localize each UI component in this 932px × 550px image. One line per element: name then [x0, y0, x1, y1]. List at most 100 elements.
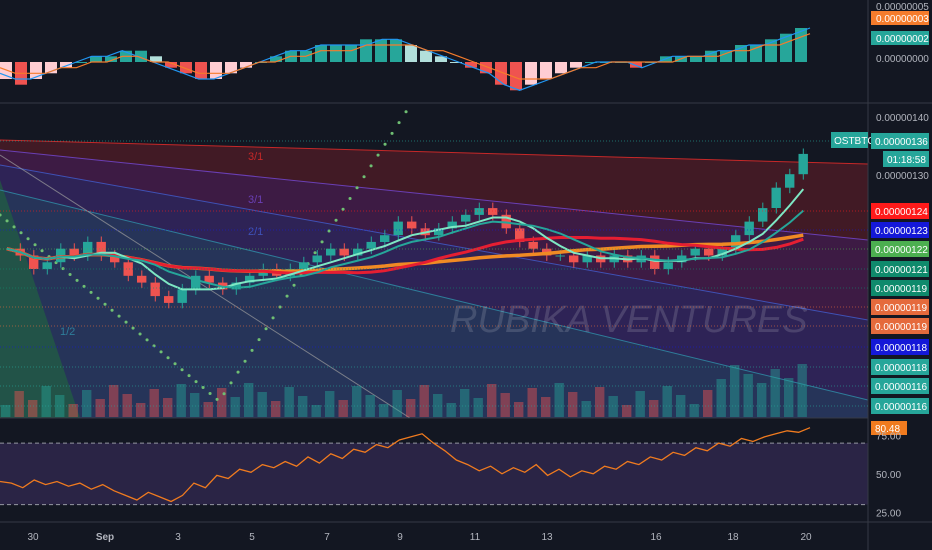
volume-bar: [1, 405, 11, 417]
volume-bar: [203, 402, 213, 417]
macd-histogram-bar: [60, 62, 72, 68]
countdown-tag: [883, 151, 929, 167]
candle-body: [312, 255, 322, 263]
price-tag-text: 0.00000118: [875, 363, 928, 374]
macd-histogram-bar: [510, 62, 522, 91]
volume-bar: [190, 393, 200, 417]
candle-body: [515, 228, 525, 242]
candle-body: [650, 255, 660, 269]
price-tag-text: 0.00000123: [875, 226, 928, 237]
volume-bar: [311, 405, 321, 417]
rsi-axis-label: 50.00: [876, 470, 901, 481]
macd-histogram-bar: [420, 50, 432, 62]
price-pane[interactable]: 3/1 3/1 2/1 1/2: [0, 110, 868, 418]
fib-fan-line: [0, 189, 868, 401]
volume-bar: [743, 374, 753, 417]
fib-fan-line: [0, 139, 868, 165]
candle-body: [353, 248, 363, 256]
candle-body: [110, 255, 120, 263]
macd-axis-label: 0.00000000: [876, 54, 929, 65]
macd-value-tag-text: 0.00000002: [876, 34, 929, 45]
volume-bar: [176, 384, 186, 417]
candle-body: [474, 208, 484, 215]
macd-histogram-bar: [690, 56, 702, 62]
macd-histogram-bar: [630, 62, 642, 68]
price-tag-text: 0.00000119: [875, 322, 928, 333]
rsi-axis-label: 25.00: [876, 508, 901, 519]
rsi-band: [0, 443, 868, 505]
candle-body: [29, 255, 39, 269]
price-axis[interactable]: 0.00000140 0.00000130 OSTBTC 01:18:58 0.0000…: [0, 113, 929, 414]
candle-body: [42, 262, 52, 270]
moving-average-fast-2: [6, 209, 804, 289]
macd-histogram-bar: [465, 62, 477, 68]
volume-bar: [325, 391, 335, 417]
rsi-line: [0, 427, 811, 503]
macd-histogram-bar: [180, 62, 192, 74]
macd-signal-line: [0, 33, 811, 80]
candle-body: [69, 248, 79, 256]
volume-bar: [649, 400, 659, 417]
fib-label-1-2: 1/2: [60, 326, 75, 338]
volume-bar: [244, 383, 254, 417]
price-axis-label: 0.00000130: [876, 171, 929, 182]
volume-bar: [689, 404, 699, 417]
volume-bar: [608, 396, 618, 417]
macd-histogram-bar: [45, 62, 57, 74]
volume-bar: [95, 399, 105, 417]
volume-bar: [230, 397, 240, 417]
candle-body: [461, 214, 471, 222]
price-tag: [871, 280, 929, 296]
time-axis-label: 5: [249, 532, 255, 543]
macd-histogram-bar: [360, 39, 372, 62]
volume-bar: [541, 397, 551, 417]
volume-bar: [797, 364, 807, 417]
price-tag-text: 0.00000122: [875, 245, 928, 256]
macd-histogram-bar: [240, 62, 252, 68]
macd-histogram-bar: [90, 56, 102, 62]
candle-body: [123, 262, 133, 276]
volume-bar: [257, 392, 267, 417]
volume-bar: [784, 378, 794, 417]
macd-axis-label: 0.00000005: [876, 2, 929, 13]
volume-bar: [379, 404, 389, 417]
macd-histogram-bar: [195, 62, 207, 79]
volume-bar: [635, 391, 645, 417]
macd-histogram-bar: [225, 62, 237, 74]
fib-fan-band-blue: [0, 165, 868, 418]
price-tag-text: 0.00000116: [875, 402, 928, 413]
volume-bar: [473, 398, 483, 417]
fib-label-3-1-b: 3/1: [248, 194, 263, 206]
macd-histogram-bar: [495, 62, 507, 85]
time-axis-label: 7: [324, 532, 330, 543]
time-axis-label: 16: [650, 532, 662, 543]
volume-bar: [41, 386, 51, 417]
fib-label-3-1: 3/1: [248, 151, 263, 163]
candle-body: [299, 262, 309, 270]
macd-histogram-bar: [330, 45, 342, 62]
time-axis-label: 3: [175, 532, 181, 543]
volume-bar: [338, 400, 348, 417]
symbol-tag-text: OSTBTC: [834, 136, 875, 147]
volume-bar: [82, 390, 92, 417]
countdown-text: 01:18:58: [887, 155, 926, 166]
volume-bar: [55, 395, 65, 417]
candle-body: [231, 282, 241, 290]
volume-bar: [446, 403, 456, 417]
price-tag: [871, 339, 929, 355]
price-tag-text: 0.00000124: [875, 207, 928, 218]
price-tag: [871, 203, 929, 219]
price-tag: [871, 318, 929, 334]
volume-bar: [109, 385, 119, 417]
price-tag-text: 0.00000118: [875, 343, 928, 354]
volume-bar: [14, 391, 24, 417]
candle-body: [785, 174, 795, 188]
price-tag: [871, 133, 929, 149]
candle-body: [177, 289, 187, 303]
fib-fan-line: [0, 149, 868, 241]
time-axis[interactable]: 30 Sep 3 5 7 9 11 13 16 18 20: [27, 532, 812, 543]
volume-bar: [460, 389, 470, 417]
